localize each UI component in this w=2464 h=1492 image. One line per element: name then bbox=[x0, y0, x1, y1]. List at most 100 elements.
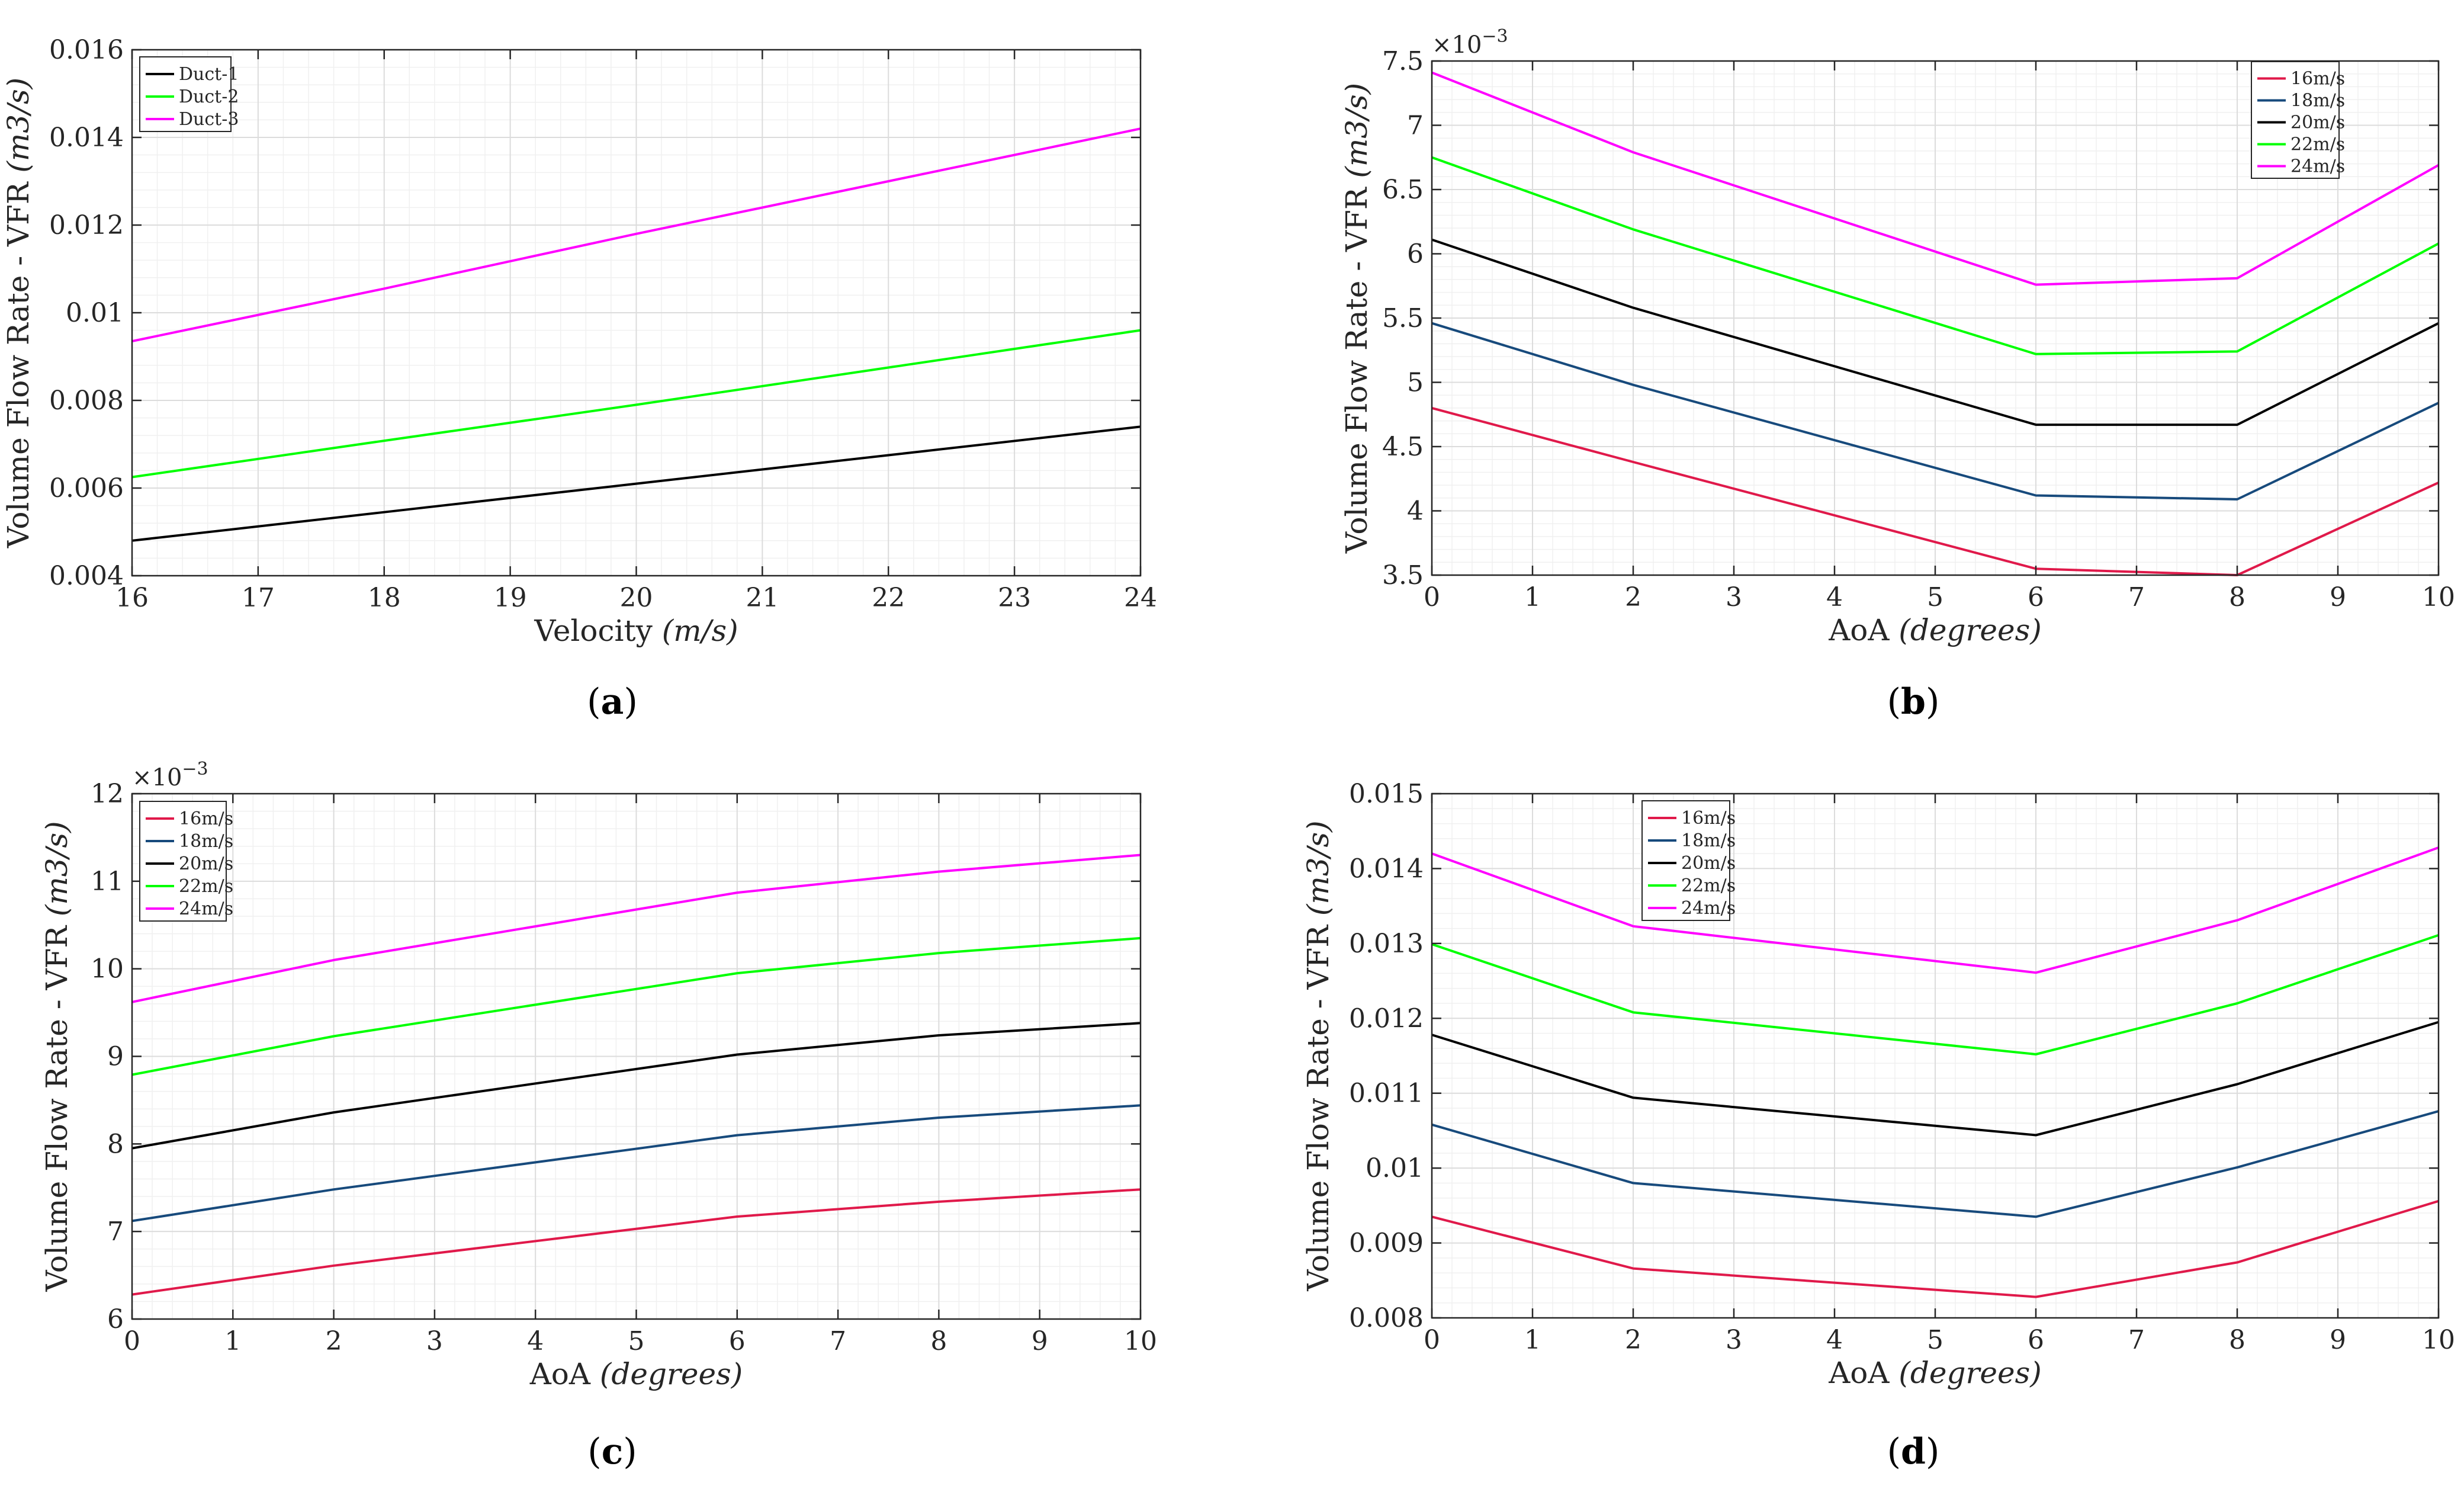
y-axis-label-main: Volume Flow Rate - VFR bbox=[1301, 916, 1335, 1292]
series-line-24m/s bbox=[131, 854, 1141, 1003]
x-axis-label: Velocity (m/s) bbox=[534, 614, 738, 648]
legend-entry: 24m/s bbox=[1681, 898, 1736, 919]
series-line-22m/s bbox=[131, 936, 1141, 1076]
chart-panel-a: 16 17 18 19 20 21 22 23 24 0.004 0.006 0.008 0.01 0.0… bbox=[1, 35, 1157, 723]
legend-box bbox=[139, 801, 227, 922]
y-tick-label: 11 bbox=[91, 867, 124, 897]
legend-entry: 24m/s bbox=[179, 899, 233, 919]
exponent-power: −3 bbox=[182, 759, 208, 779]
x-tick-label: 5 bbox=[1927, 582, 1943, 612]
exponent-power: −3 bbox=[1482, 26, 1508, 47]
y-tick-label: 0.012 bbox=[1349, 1003, 1424, 1034]
legend-entry: 20m/s bbox=[2290, 113, 2345, 133]
legend-entry: 18m/s bbox=[179, 831, 233, 852]
y-tick-label: 0.015 bbox=[1349, 779, 1424, 809]
legend-box bbox=[2251, 61, 2340, 179]
x-tick-label: 18 bbox=[368, 583, 401, 613]
chart-panel-d: 0 1 2 3 4 5 6 7 8 9 10 0.008 0.009 0.01 0.011 0.012 0.01… bbox=[1301, 779, 2455, 1472]
x-tick-label: 4 bbox=[1826, 582, 1843, 612]
legend-entry: 22m/s bbox=[179, 876, 233, 897]
legend-entry: 20m/s bbox=[1681, 853, 1736, 874]
y-axis-label-main: Volume Flow Rate - VFR bbox=[40, 916, 74, 1292]
x-tick-label: 2 bbox=[326, 1326, 342, 1356]
y-tick-label: 0.014 bbox=[1349, 854, 1424, 884]
series-line-18m/s bbox=[1431, 1110, 2439, 1218]
y-exponent-label: ×10−3 bbox=[132, 759, 208, 791]
y-tick-label: 0.006 bbox=[49, 473, 124, 503]
x-tick-label: 2 bbox=[1625, 1325, 1641, 1355]
y-tick-label: 4.5 bbox=[1382, 432, 1424, 462]
caption-letter: d bbox=[1901, 1431, 1926, 1472]
x-tick-label: 17 bbox=[242, 583, 275, 613]
x-tick-label: 21 bbox=[746, 583, 779, 613]
x-axis-label-main: Velocity bbox=[534, 614, 661, 648]
x-tick-label: 7 bbox=[2128, 582, 2145, 612]
legend-box bbox=[1641, 800, 1730, 921]
x-tick-label: 9 bbox=[2330, 582, 2346, 612]
y-tick-label: 0.011 bbox=[1349, 1079, 1424, 1109]
x-axis-label-main: AoA bbox=[529, 1357, 600, 1391]
series-line-22m/s bbox=[1431, 934, 2439, 1055]
x-tick-label: 7 bbox=[2128, 1325, 2145, 1355]
caption-close-paren: ) bbox=[623, 1431, 637, 1472]
x-tick-label: 0 bbox=[1424, 1325, 1440, 1355]
y-axis-label: Volume Flow Rate - VFR (m3/s) bbox=[40, 821, 74, 1292]
series-line-Duct-3 bbox=[131, 127, 1141, 343]
x-tick-label: 3 bbox=[1726, 1325, 1742, 1355]
y-tick-label: 0.016 bbox=[49, 35, 124, 65]
series-line-22m/s bbox=[1431, 156, 2439, 355]
y-tick-label: 0.01 bbox=[66, 298, 124, 328]
y-tick-label: 0.013 bbox=[1349, 929, 1424, 959]
exponent-base: ×10 bbox=[1432, 31, 1482, 59]
x-tick-label: 8 bbox=[2229, 1325, 2245, 1355]
legend-entry: 22m/s bbox=[1681, 875, 1736, 896]
x-tick-label: 10 bbox=[2422, 582, 2455, 612]
y-axis-label-unit: (m3/s) bbox=[1301, 820, 1335, 916]
legend-entry: 18m/s bbox=[2290, 91, 2345, 111]
panel-caption: (b) bbox=[1887, 681, 1940, 723]
y-axis-label: Volume Flow Rate - VFR (m3/s) bbox=[1, 78, 36, 548]
x-axis-label-unit: (degrees) bbox=[600, 1357, 743, 1391]
grid bbox=[131, 49, 1141, 576]
y-tick-label: 0.009 bbox=[1349, 1228, 1424, 1259]
x-tick-label: 6 bbox=[2028, 582, 2044, 612]
x-axis-label: AoA (degrees) bbox=[1828, 1356, 2042, 1390]
legend-entry: Duct-2 bbox=[179, 86, 239, 107]
y-axis-label-unit: (m3/s) bbox=[40, 821, 74, 916]
y-tick-label: 7 bbox=[107, 1217, 124, 1247]
y-tick-label: 5 bbox=[1407, 368, 1424, 398]
x-axis-label-unit: (degrees) bbox=[1898, 1356, 2041, 1390]
series-line-20m/s bbox=[1431, 1021, 2439, 1137]
chart-panel-b: 0 1 2 3 4 5 6 7 8 9 10 3.5 4 4.5 5 5.5 6 6.5 7 7.5 ×10−3 AoA … bbox=[1339, 26, 2455, 723]
y-tick-label: 0.014 bbox=[49, 123, 124, 153]
legend-entry: Duct-3 bbox=[179, 109, 239, 130]
x-tick-label: 22 bbox=[872, 583, 905, 613]
x-tick-label: 8 bbox=[2229, 582, 2245, 612]
x-tick-label: 6 bbox=[729, 1326, 746, 1356]
y-axis-label-main: Volume Flow Rate - VFR bbox=[1, 173, 36, 549]
x-tick-label: 7 bbox=[830, 1326, 846, 1356]
x-tick-label: 3 bbox=[1726, 582, 1742, 612]
y-tick-label: 4 bbox=[1407, 496, 1424, 527]
legend-entry: 16m/s bbox=[2290, 69, 2345, 89]
y-tick-label: 0.01 bbox=[1366, 1153, 1424, 1183]
x-tick-label: 16 bbox=[115, 583, 149, 613]
panel-caption: (c) bbox=[587, 1431, 637, 1472]
x-tick-label: 10 bbox=[1124, 1326, 1157, 1356]
series-line-24m/s bbox=[1431, 846, 2439, 974]
x-tick-label: 20 bbox=[620, 583, 653, 613]
y-tick-label: 0.012 bbox=[49, 210, 124, 240]
caption-close-paren: ) bbox=[624, 681, 637, 723]
caption-open-paren: ( bbox=[1887, 1431, 1901, 1472]
x-tick-label: 10 bbox=[2422, 1325, 2455, 1355]
y-exponent-label: ×10−3 bbox=[1432, 26, 1508, 59]
y-axis-label-main: Volume Flow Rate - VFR bbox=[1339, 178, 1374, 554]
y-tick-label: 6 bbox=[107, 1304, 124, 1334]
legend-entry: 16m/s bbox=[1681, 808, 1736, 829]
series-line-16m/s bbox=[1431, 1199, 2439, 1298]
y-tick-label: 7 bbox=[1407, 111, 1424, 141]
series-line-20m/s bbox=[1431, 238, 2439, 426]
